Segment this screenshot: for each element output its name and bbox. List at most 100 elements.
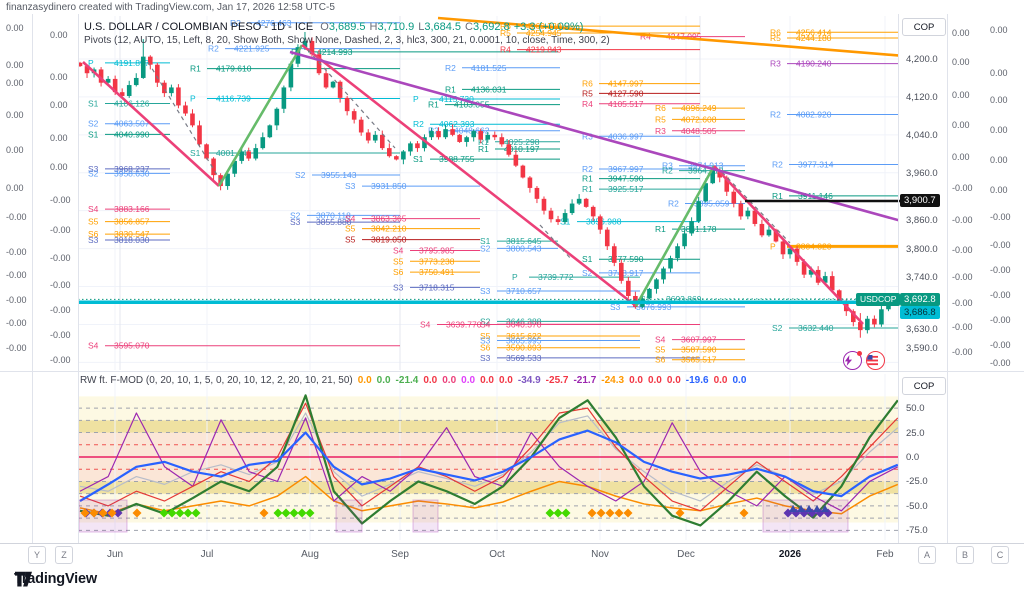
svg-text:3605.995: 3605.995: [506, 336, 542, 346]
time-axis-month-label[interactable]: 2026: [778, 549, 802, 560]
time-axis-button-Y[interactable]: Y: [28, 546, 46, 564]
svg-text:S6: S6: [480, 343, 491, 353]
indicator-value: -19.6: [685, 375, 709, 386]
svg-text:3739.772: 3739.772: [538, 272, 574, 282]
indicator-scale-value: -0.00: [6, 247, 27, 257]
indicator-value: 0.0: [423, 375, 438, 386]
indicator-scale-value: -0.00: [990, 240, 1011, 250]
svg-text:S5: S5: [345, 224, 356, 234]
tradingview-logo-icon: [15, 571, 32, 586]
svg-text:S1: S1: [190, 148, 201, 158]
oscillator-axis-label: -25.0: [906, 476, 928, 488]
ohlc-values: O3,689.5 H3,710.9 L3,684.5 C3,692.8 +3.3 (+0…: [320, 21, 584, 33]
time-axis-button-A[interactable]: A: [918, 546, 936, 564]
svg-text:R1: R1: [478, 144, 489, 154]
dashed-gray-segment: [307, 49, 396, 149]
time-axis-month-label[interactable]: Jun: [106, 549, 124, 560]
time-axis-month-label[interactable]: Feb: [876, 549, 894, 560]
price-axis-currency-button[interactable]: COP: [902, 18, 946, 36]
svg-text:4106.126: 4106.126: [114, 98, 150, 108]
pane-separator[interactable]: [0, 371, 1024, 372]
time-axis-month-label[interactable]: Jul: [200, 549, 214, 560]
indicator-scale-value: 0.00: [6, 110, 24, 120]
indicator-scale-value: -0.00: [6, 212, 27, 222]
svg-text:S4: S4: [393, 246, 404, 256]
time-axis-button-C[interactable]: C: [991, 546, 1009, 564]
svg-text:3856.988: 3856.988: [586, 217, 622, 227]
oscillator-axis-label: 0.0: [906, 452, 920, 463]
svg-text:R3: R3: [582, 131, 593, 141]
signal-diamond: [175, 508, 185, 518]
indicator-scale-value: 0.00: [952, 90, 970, 100]
svg-text:R2: R2: [413, 119, 424, 129]
svg-text:P: P: [190, 93, 196, 103]
svg-text:3710.657: 3710.657: [506, 286, 542, 296]
svg-text:S3: S3: [88, 235, 99, 245]
svg-text:S1: S1: [413, 154, 424, 164]
lightning-icon[interactable]: [843, 351, 862, 370]
svg-text:3958.630: 3958.630: [114, 168, 150, 178]
time-axis-button-Z[interactable]: Z: [55, 546, 73, 564]
oscillator-legend[interactable]: RW ft. F-MOD (0, 20, 10, 1, 5, 0, 20, 10…: [80, 375, 746, 386]
signal-diamond: [259, 508, 269, 518]
time-axis-month-label[interactable]: Aug: [301, 549, 319, 560]
svg-text:R6: R6: [582, 79, 593, 89]
svg-text:4082.920: 4082.920: [796, 109, 832, 119]
svg-text:3590.893: 3590.893: [506, 343, 542, 353]
svg-text:R2: R2: [772, 160, 783, 170]
indicator-scale-value: -0.00: [50, 280, 71, 290]
us-flag-icon[interactable]: [866, 351, 885, 370]
svg-text:3777.590: 3777.590: [608, 254, 644, 264]
oscillator-series-purple: [79, 412, 898, 512]
indicator-value: 0.0: [498, 375, 513, 386]
time-axis-month-label[interactable]: Oct: [489, 549, 505, 560]
time-axis-month-label[interactable]: Sep: [391, 549, 409, 560]
time-axis-month-label[interactable]: Nov: [591, 549, 609, 560]
svg-text:4103.855: 4103.855: [454, 100, 490, 110]
svg-text:4048.662: 4048.662: [454, 126, 490, 136]
svg-text:3931.850: 3931.850: [371, 181, 407, 191]
svg-text:R2: R2: [230, 18, 241, 28]
signal-diamond: [132, 508, 142, 518]
svg-text:3955.143: 3955.143: [321, 170, 357, 180]
price-axis-label: 3,740.0: [906, 272, 938, 284]
indicator-scale-value: 0.00: [990, 125, 1008, 135]
svg-text:P: P: [413, 94, 419, 104]
indicator-scale-value: 0.00: [50, 162, 68, 172]
symbol-legend[interactable]: U.S. DOLLAR / COLOMBIAN PESO - 1D - ICE …: [84, 21, 583, 33]
time-axis-month-label[interactable]: Dec: [677, 549, 695, 560]
svg-text:3977.314: 3977.314: [798, 160, 834, 170]
oscillator-series-orange: [79, 475, 898, 515]
svg-text:S1: S1: [480, 236, 491, 246]
indicator-value: -21.4: [395, 375, 419, 386]
svg-text:S4: S4: [655, 335, 666, 345]
oscillator-axis-currency-button[interactable]: COP: [902, 377, 946, 395]
indicator-value: -34.9: [517, 375, 541, 386]
svg-text:R5: R5: [582, 88, 593, 98]
svg-text:S6: S6: [88, 229, 99, 239]
indicator-scale-value: -0.00: [50, 253, 71, 263]
svg-text:4063.507: 4063.507: [114, 119, 150, 129]
signal-diamond: [113, 508, 123, 518]
svg-text:S5: S5: [88, 217, 99, 227]
price-axis-label: 3,590.0: [906, 343, 938, 355]
svg-text:S2: S2: [290, 210, 301, 220]
svg-text:4010.197: 4010.197: [504, 144, 540, 154]
price-chart-canvas[interactable]: P 4191.897 S1 4106.126 S2 4063.507 S1 4040.990 S…: [0, 0, 1024, 371]
tradingview-logo[interactable]: TradingView: [14, 571, 97, 587]
svg-text:R4: R4: [500, 45, 511, 55]
time-axis-button-B[interactable]: B: [956, 546, 974, 564]
pivots-indicator-legend[interactable]: Pivots (12, AUTO, 15, Left, 8, 20, Show …: [84, 35, 610, 46]
oscillator-pane-canvas[interactable]: [0, 371, 1024, 543]
svg-text:4096.249: 4096.249: [681, 103, 717, 113]
indicator-value: 0.0: [442, 375, 457, 386]
indicator-scale-value: 0.00: [952, 28, 970, 38]
signal-diamond: [80, 508, 90, 518]
signal-diamond: [561, 508, 571, 518]
svg-text:3964.412: 3964.412: [688, 166, 724, 176]
signal-diamond: [183, 508, 193, 518]
indicator-scale-value: 0.00: [990, 155, 1008, 165]
oscillator-series-green: [79, 394, 898, 527]
time-axis-border: [0, 543, 1024, 544]
indicator-scale-value: -0.00: [990, 290, 1011, 300]
